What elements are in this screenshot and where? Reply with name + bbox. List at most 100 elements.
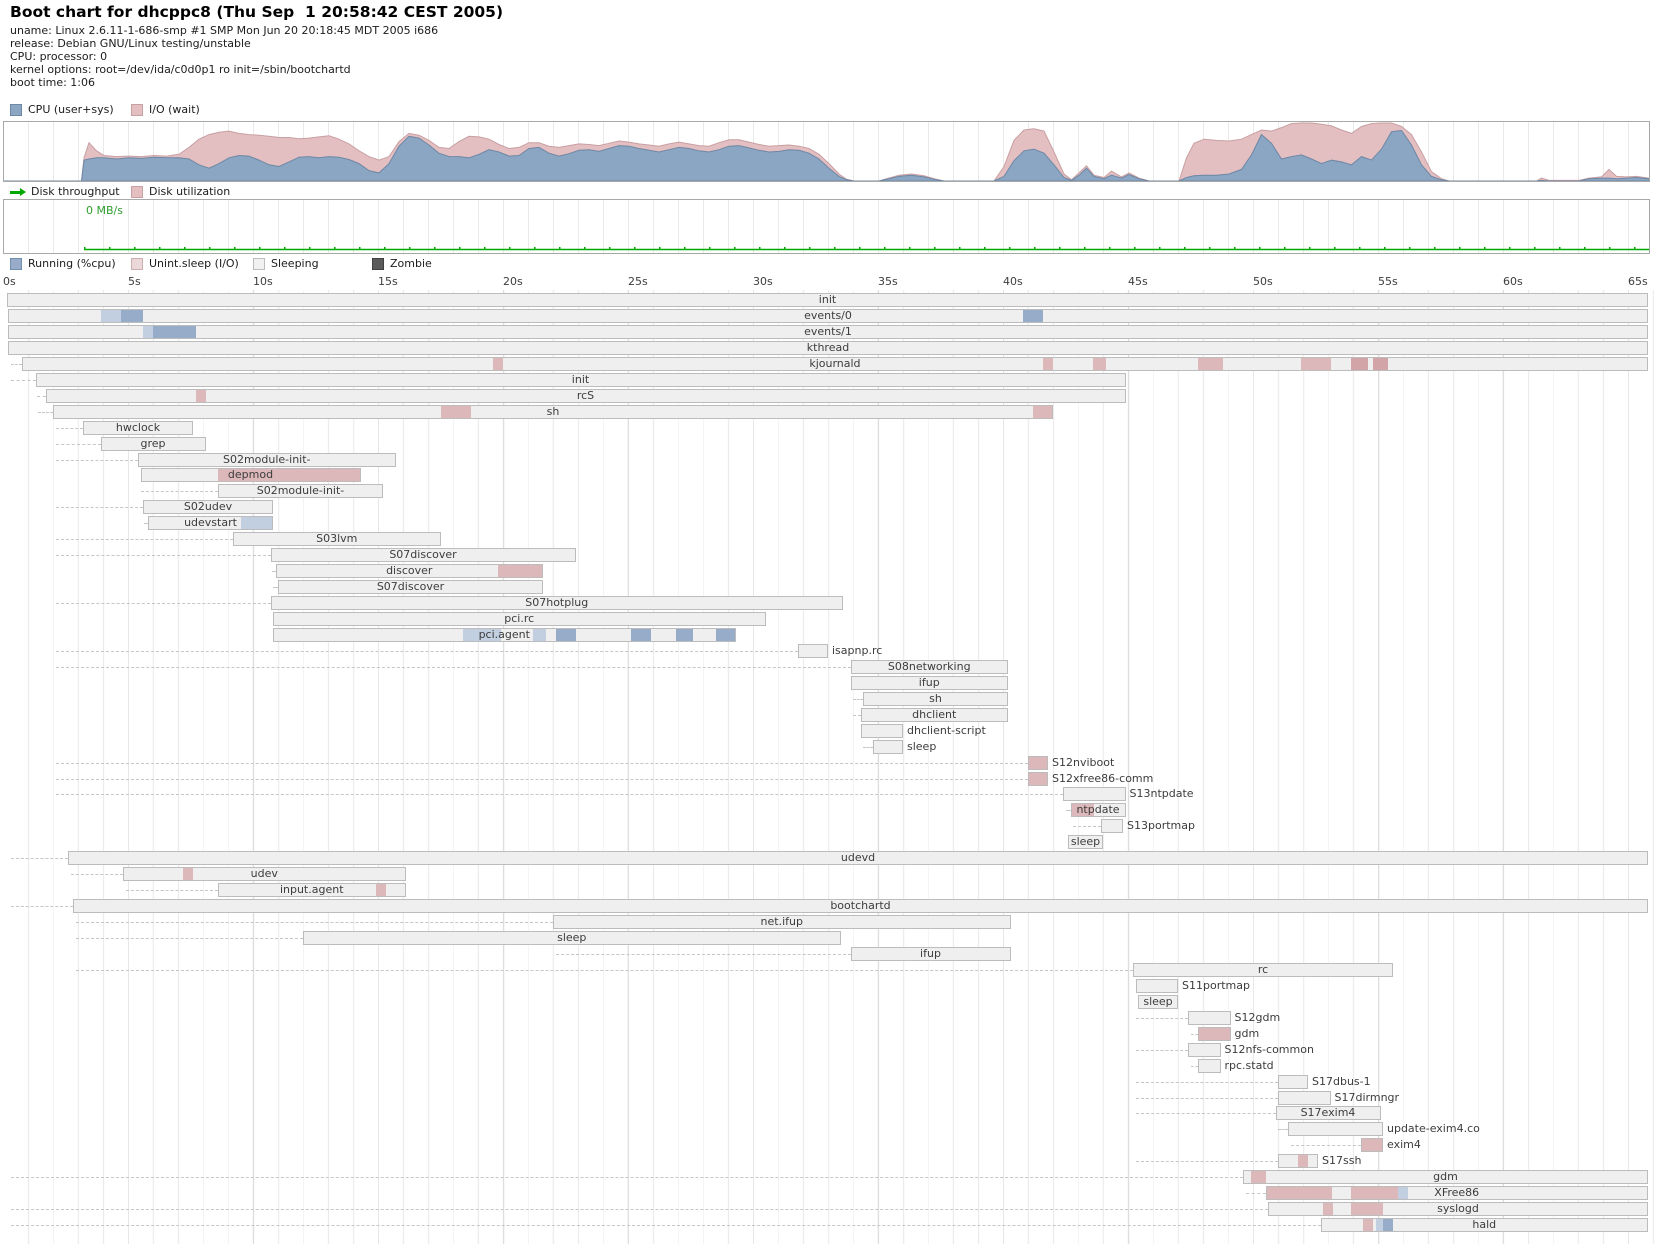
axis-tick-label: 5s xyxy=(128,275,141,288)
disk-utilization-swatch xyxy=(131,185,143,198)
process-row: grep xyxy=(0,436,1661,451)
process-bar xyxy=(850,946,1011,961)
tree-connector-line xyxy=(38,411,53,413)
tree-connector-line xyxy=(863,746,873,748)
legend-item: Sleeping xyxy=(253,257,319,270)
running-segment xyxy=(463,628,501,641)
axis-tick-label: 50s xyxy=(1253,275,1273,288)
process-label: sleep xyxy=(907,739,937,753)
zombie-legend-swatch xyxy=(372,257,384,270)
process-label: bootchartd xyxy=(830,899,891,913)
unint-sleep-segment xyxy=(1350,1203,1383,1216)
process-bar xyxy=(218,484,383,499)
process-label: S17exim4 xyxy=(1300,1106,1356,1120)
tree-connector-line xyxy=(1190,1065,1198,1067)
process-row: S12nfs-common xyxy=(0,1042,1661,1057)
process-row: syslogd xyxy=(0,1202,1661,1217)
process-bar xyxy=(863,691,1008,706)
legend-label: I/O (wait) xyxy=(149,103,200,116)
legend-label: Zombie xyxy=(390,257,432,270)
process-label: S12nviboot xyxy=(1052,755,1115,769)
disk-zero-mbs-label: 0 MB/s xyxy=(86,204,123,217)
unint-sleep-segment xyxy=(218,469,360,482)
process-row: sleep xyxy=(0,739,1661,754)
legend-label: Disk utilization xyxy=(149,185,231,198)
process-bar xyxy=(83,420,193,435)
process-row: isapnp.rc xyxy=(0,643,1661,658)
unint-sleep-segment xyxy=(1363,1219,1373,1232)
process-bar xyxy=(303,931,841,945)
process-bar xyxy=(35,372,1126,387)
process-bar xyxy=(1100,819,1123,834)
process-row: S11portmap xyxy=(0,978,1661,993)
running-legend-swatch xyxy=(10,257,22,270)
tree-connector-line xyxy=(144,523,149,525)
process-label: exim4 xyxy=(1387,1138,1421,1152)
unint-sleep-segment xyxy=(440,405,471,418)
tree-connector-line xyxy=(75,969,1133,971)
process-label: rpc.statd xyxy=(1224,1058,1274,1072)
process-label: XFree86 xyxy=(1434,1186,1480,1200)
axis-tick-label: 30s xyxy=(753,275,773,288)
process-label: pci.agent xyxy=(478,627,530,641)
tree-connector-line xyxy=(55,507,143,509)
process-label: gdm xyxy=(1234,1026,1260,1040)
legend-item: CPU (user+sys) xyxy=(10,103,114,116)
process-bar xyxy=(1278,1090,1331,1105)
running-segment xyxy=(1383,1219,1393,1232)
tree-connector-line xyxy=(125,890,218,892)
unint-sleep-segment xyxy=(1199,1027,1230,1040)
process-label: ifup xyxy=(920,946,941,960)
process-bar xyxy=(8,340,1648,355)
process-bar xyxy=(1278,1074,1308,1089)
unint-sleep-segment xyxy=(498,565,543,578)
process-label: update-exim4.co xyxy=(1387,1122,1480,1136)
process-label: S17dbus-1 xyxy=(1312,1074,1371,1088)
process-label: S07hotplug xyxy=(525,596,589,610)
unint-sleep-segment xyxy=(1033,405,1052,418)
legend-item: Disk throughput xyxy=(10,185,120,198)
legend-label: Disk throughput xyxy=(31,185,120,198)
boot-time-line: boot time: 1:06 xyxy=(10,76,96,89)
process-label: S02module-init- xyxy=(256,484,345,498)
tree-connector-line xyxy=(55,762,1028,764)
process-label: S12gdm xyxy=(1234,1010,1281,1024)
cpu-area-chart-svg xyxy=(4,122,1649,181)
cpu-line: CPU: processor: 0 xyxy=(10,50,108,63)
tree-connector-line xyxy=(75,938,303,939)
process-bar xyxy=(1360,1138,1383,1153)
process-label: events/1 xyxy=(804,324,852,338)
process-label: discover xyxy=(386,564,433,578)
process-row: S07discover xyxy=(0,548,1661,563)
axis-tick-label: 0s xyxy=(3,275,16,288)
process-row: pci.agent xyxy=(0,627,1661,642)
unint-sleep-segment xyxy=(1250,1171,1266,1184)
tree-connector-line xyxy=(10,1177,1243,1179)
process-bar xyxy=(45,388,1126,403)
process-label: S12nfs-common xyxy=(1224,1042,1314,1056)
process-bar xyxy=(143,500,273,515)
tree-connector-line xyxy=(10,858,68,860)
unint-sleep-segment xyxy=(1298,1155,1308,1168)
process-label: udevstart xyxy=(184,516,237,530)
process-row: gdm xyxy=(0,1026,1661,1041)
unint-sleep-segment xyxy=(493,357,504,370)
cpu-legend-swatch xyxy=(10,103,22,116)
axis-tick-label: 10s xyxy=(253,275,273,288)
process-label: dhclient xyxy=(912,707,957,721)
process-bar xyxy=(233,532,441,547)
process-row: input.agent xyxy=(0,883,1661,898)
process-label: S07discover xyxy=(389,548,457,562)
process-label: input.agent xyxy=(279,883,344,897)
cpu-area xyxy=(4,129,1649,181)
process-bar xyxy=(138,452,396,467)
process-label: S17dirmngr xyxy=(1334,1090,1400,1104)
process-label: sleep xyxy=(1070,835,1101,849)
process-row: depmod xyxy=(0,468,1661,483)
process-bar xyxy=(1288,1122,1383,1137)
legend-item: Disk utilization xyxy=(131,185,230,198)
process-row: discover xyxy=(0,564,1661,579)
disk-line-svg xyxy=(84,247,1649,251)
unint-sleep-segment xyxy=(375,884,386,897)
process-row: events/1 xyxy=(0,324,1661,339)
